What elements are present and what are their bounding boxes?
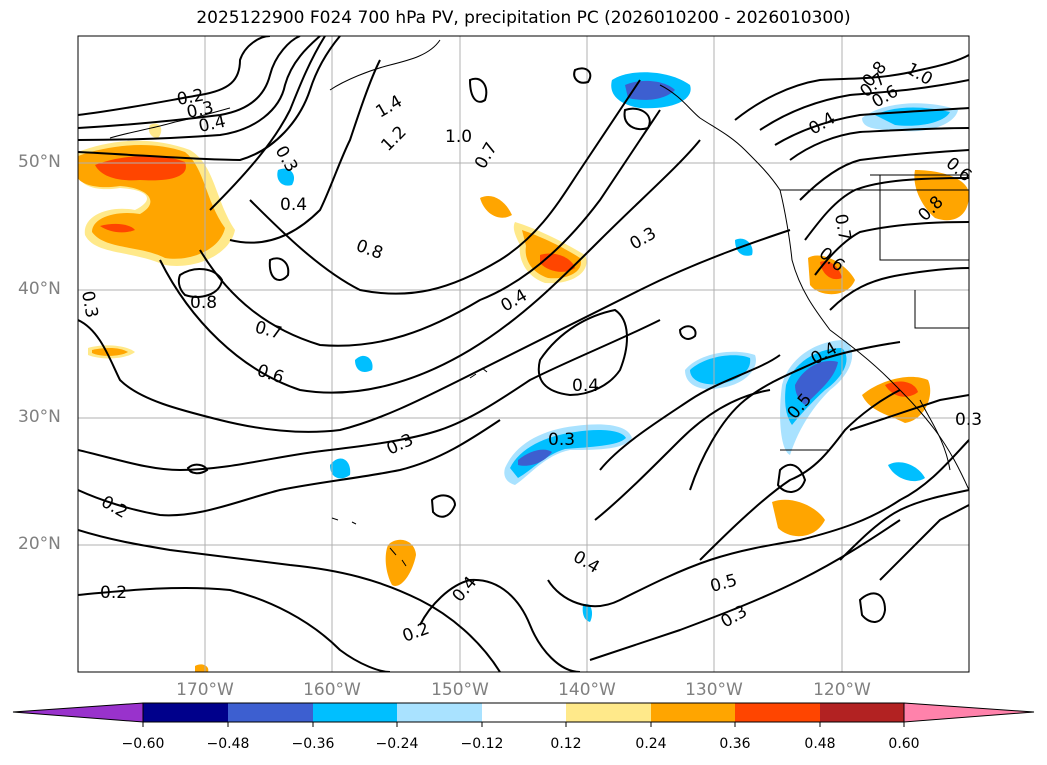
- colorbar-tick-label: −0.48: [206, 736, 250, 752]
- contour-label: 0.3: [627, 223, 660, 254]
- colorbar-tick-label: 0.48: [804, 736, 836, 752]
- contour-label: 0.3: [718, 601, 751, 632]
- colorbar-tick-label: −0.24: [375, 736, 419, 752]
- contour-label: 0.2: [175, 86, 205, 110]
- contour-label: 0.3: [548, 430, 575, 450]
- lon-label: 170°W: [176, 680, 234, 700]
- contour-label: 0.3: [271, 143, 302, 176]
- contour-label: 0.3: [77, 289, 101, 319]
- contour-label: 0.8: [353, 236, 385, 264]
- precip-shading: [78, 72, 969, 672]
- contour-label: 0.4: [280, 195, 307, 215]
- colorbar-segment: [397, 703, 482, 722]
- colorbar-segment: [820, 703, 904, 722]
- colorbar-segment: [143, 703, 228, 722]
- colorbar-tick-label: −0.12: [460, 736, 504, 752]
- colorbar-tick-label: 0.12: [550, 736, 582, 752]
- colorbar-tick-label: −0.36: [291, 736, 335, 752]
- lon-label: 130°W: [685, 680, 743, 700]
- contour-label: 1.2: [377, 122, 410, 155]
- contour-label: 1.4: [373, 91, 406, 122]
- contour-label: 0.4: [806, 108, 839, 139]
- colorbar-tick-label: −0.60: [121, 736, 165, 752]
- lat-label: 30°N: [18, 407, 61, 427]
- colorbar-segment: [482, 703, 566, 722]
- colorbar-tick-label: 0.24: [635, 736, 667, 752]
- map-title: 2025122900 F024 700 hPa PV, precipitatio…: [196, 8, 851, 28]
- lon-label: 150°W: [431, 680, 489, 700]
- colorbar-segment: [313, 703, 397, 722]
- colorbar-min-extend: [12, 702, 144, 723]
- contour-label: 0.4: [570, 547, 603, 578]
- contour-label: 0.2: [100, 583, 127, 603]
- contour-label: 0.4: [197, 112, 228, 137]
- contour-label: 0.7: [830, 212, 854, 242]
- colorbar-tick-label: 0.60: [888, 736, 920, 752]
- colorbar-segment: [651, 703, 735, 722]
- contour-label: 1.0: [445, 127, 472, 147]
- contour-label: 0.4: [449, 573, 482, 607]
- map-frame: [77, 35, 970, 673]
- contour-label: 1.0: [903, 59, 936, 90]
- pv-contours: [78, 36, 969, 672]
- colorbar-segment: [228, 703, 313, 722]
- colorbar-tick-label: 0.36: [719, 736, 751, 752]
- coastlines: [109, 39, 969, 567]
- contour-label: 0.6: [254, 361, 286, 388]
- lat-label: 40°N: [18, 279, 61, 299]
- contour-label: 0.7: [471, 139, 502, 172]
- contour-label: 0.5: [708, 571, 739, 597]
- lon-label: 140°W: [558, 680, 616, 700]
- colorbar-segment: [566, 703, 651, 722]
- colorbar-max-extend: [903, 702, 1035, 723]
- lon-label: 120°W: [813, 680, 871, 700]
- contour-label: 0.7: [253, 318, 284, 344]
- contour-label: 0.4: [572, 376, 599, 396]
- lat-label: 20°N: [18, 534, 61, 554]
- contour-label: 0.2: [400, 619, 432, 647]
- colorbar-segment: [735, 703, 820, 722]
- contour-label: 0.2: [98, 492, 131, 523]
- colorbar: [12, 702, 1035, 727]
- lon-label: 160°W: [303, 680, 361, 700]
- lat-label: 50°N: [18, 152, 61, 172]
- contour-label: 0.3: [384, 430, 417, 460]
- contour-label: 0.8: [190, 293, 217, 313]
